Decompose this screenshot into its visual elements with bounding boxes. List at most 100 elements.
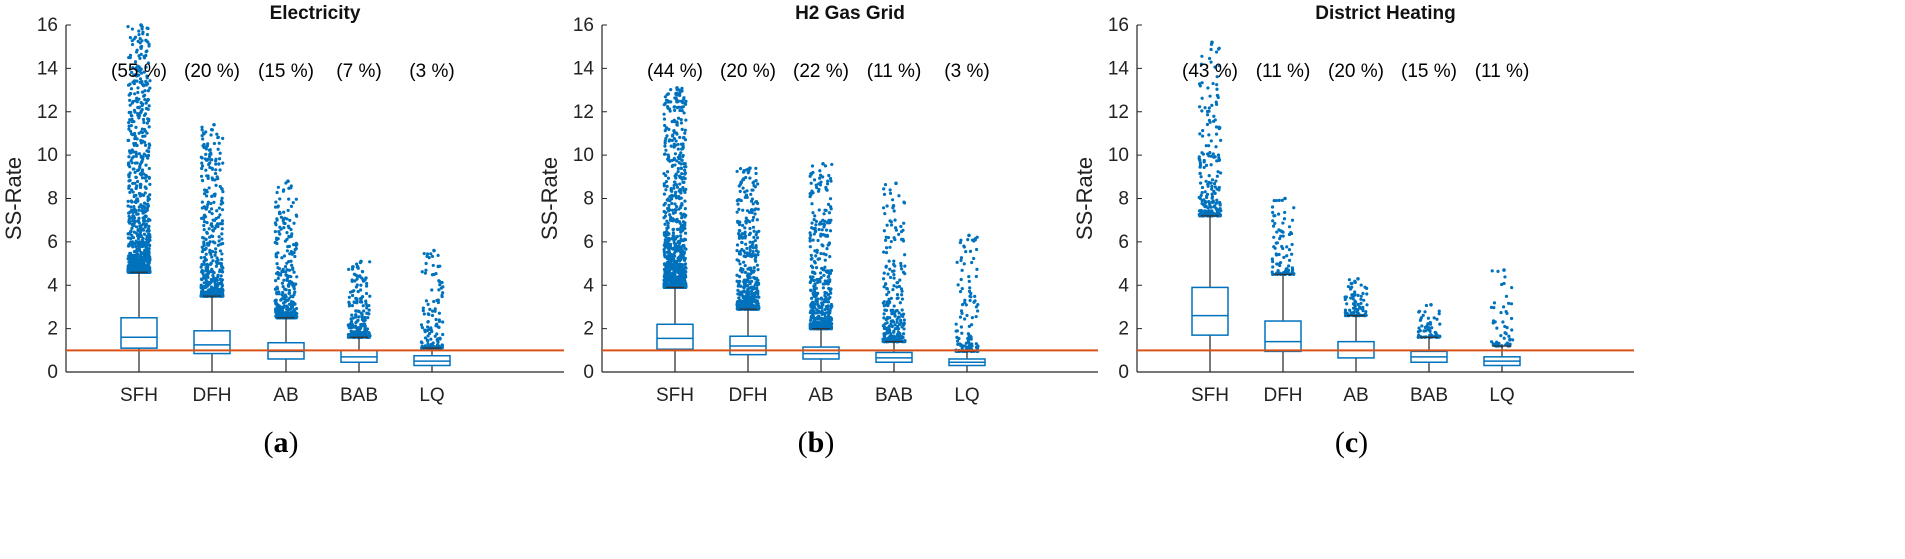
outlier-point [430, 313, 435, 318]
outlier-point [670, 189, 674, 193]
outlier-point [213, 178, 217, 182]
outlier-point [275, 190, 279, 195]
outlier-point [202, 215, 206, 219]
outlier-point [1218, 126, 1222, 130]
outlier-point [684, 165, 688, 169]
outlier-point [274, 310, 278, 314]
outlier-point [683, 172, 687, 176]
outlier-point [132, 230, 136, 234]
outlier-point [827, 241, 832, 245]
outlier-point [679, 121, 684, 125]
outlier-point [1213, 155, 1217, 159]
outlier-point [359, 324, 363, 328]
outlier-point [735, 243, 740, 247]
outlier-point [205, 221, 209, 225]
outlier-point [812, 288, 817, 292]
outlier-point [744, 242, 748, 246]
outlier-point [202, 192, 207, 196]
outlier-point [809, 257, 813, 261]
outlier-point [958, 289, 963, 294]
outlier-point [210, 255, 214, 259]
outlier-point [815, 277, 819, 282]
outlier-point [129, 113, 133, 117]
outlier-point [199, 216, 204, 220]
outlier-point [963, 298, 967, 302]
outlier-point [133, 60, 138, 64]
outlier-point [751, 188, 755, 192]
outlier-point [423, 336, 428, 340]
outlier-point [201, 236, 205, 240]
outlier-point [128, 210, 132, 214]
outlier-point [683, 238, 688, 242]
outlier-point [665, 256, 669, 261]
outlier-point [129, 199, 133, 203]
outlier-point [426, 312, 430, 316]
outlier-point [741, 267, 745, 272]
outlier-point [431, 309, 435, 313]
outlier-point [219, 242, 223, 246]
outlier-point [898, 336, 902, 341]
outlier-point [146, 259, 151, 264]
outlier-point [351, 265, 355, 269]
outlier-point [662, 182, 666, 186]
outlier-point [127, 93, 131, 97]
outlier-point [133, 170, 137, 174]
outlier-point [817, 227, 821, 232]
outlier-point [137, 97, 141, 101]
outlier-point [675, 159, 679, 163]
outlier-point [739, 284, 743, 288]
outlier-point [824, 187, 828, 191]
outlier-point [816, 323, 821, 327]
outlier-point [662, 253, 667, 257]
outlier-point [743, 190, 747, 194]
outlier-point [220, 278, 224, 282]
outlier-point [126, 269, 131, 273]
outlier-point [356, 289, 360, 294]
outlier-point [738, 290, 742, 294]
outlier-point [137, 105, 141, 109]
outlier-point [959, 256, 964, 260]
outlier-point [359, 296, 364, 300]
y-axis-label: SS-Rate [1072, 157, 1097, 240]
outlier-point [1207, 144, 1211, 148]
outlier-point [141, 251, 145, 255]
outlier-point [1198, 158, 1202, 162]
outlier-point [966, 237, 970, 242]
outlier-point [351, 316, 355, 320]
outlier-point [128, 264, 132, 268]
outlier-point [684, 118, 688, 122]
outlier-point [738, 166, 743, 171]
box-ab [802, 162, 840, 372]
outlier-point [126, 199, 130, 203]
outlier-point [289, 204, 294, 208]
outlier-point [1277, 198, 1281, 202]
outlier-point [662, 192, 667, 196]
outlier-point [816, 238, 820, 243]
outlier-point [736, 219, 740, 223]
outlier-point [217, 141, 221, 145]
outlier-point [145, 206, 150, 210]
outlier-point [434, 317, 438, 322]
outlier-point [141, 139, 145, 143]
outlier-point [280, 281, 285, 285]
outlier-point [755, 263, 759, 267]
outlier-point [1285, 245, 1289, 249]
outlier-max-point [967, 233, 971, 238]
outlier-point [142, 201, 147, 205]
outlier-point [347, 267, 351, 271]
outlier-point [664, 235, 668, 239]
outlier-point [903, 272, 907, 276]
outlier-point [130, 242, 135, 246]
outlier-point [1210, 178, 1215, 182]
outlier-point [683, 231, 688, 235]
outlier-point [816, 280, 820, 285]
outlier-point [883, 332, 887, 337]
outlier-point [895, 308, 899, 313]
outlier-point [144, 249, 148, 253]
outlier-point [826, 202, 831, 206]
outlier-point [828, 229, 833, 233]
outlier-point [900, 293, 904, 297]
outlier-point [889, 309, 894, 313]
outlier-point [208, 248, 212, 252]
outlier-point [967, 279, 971, 283]
